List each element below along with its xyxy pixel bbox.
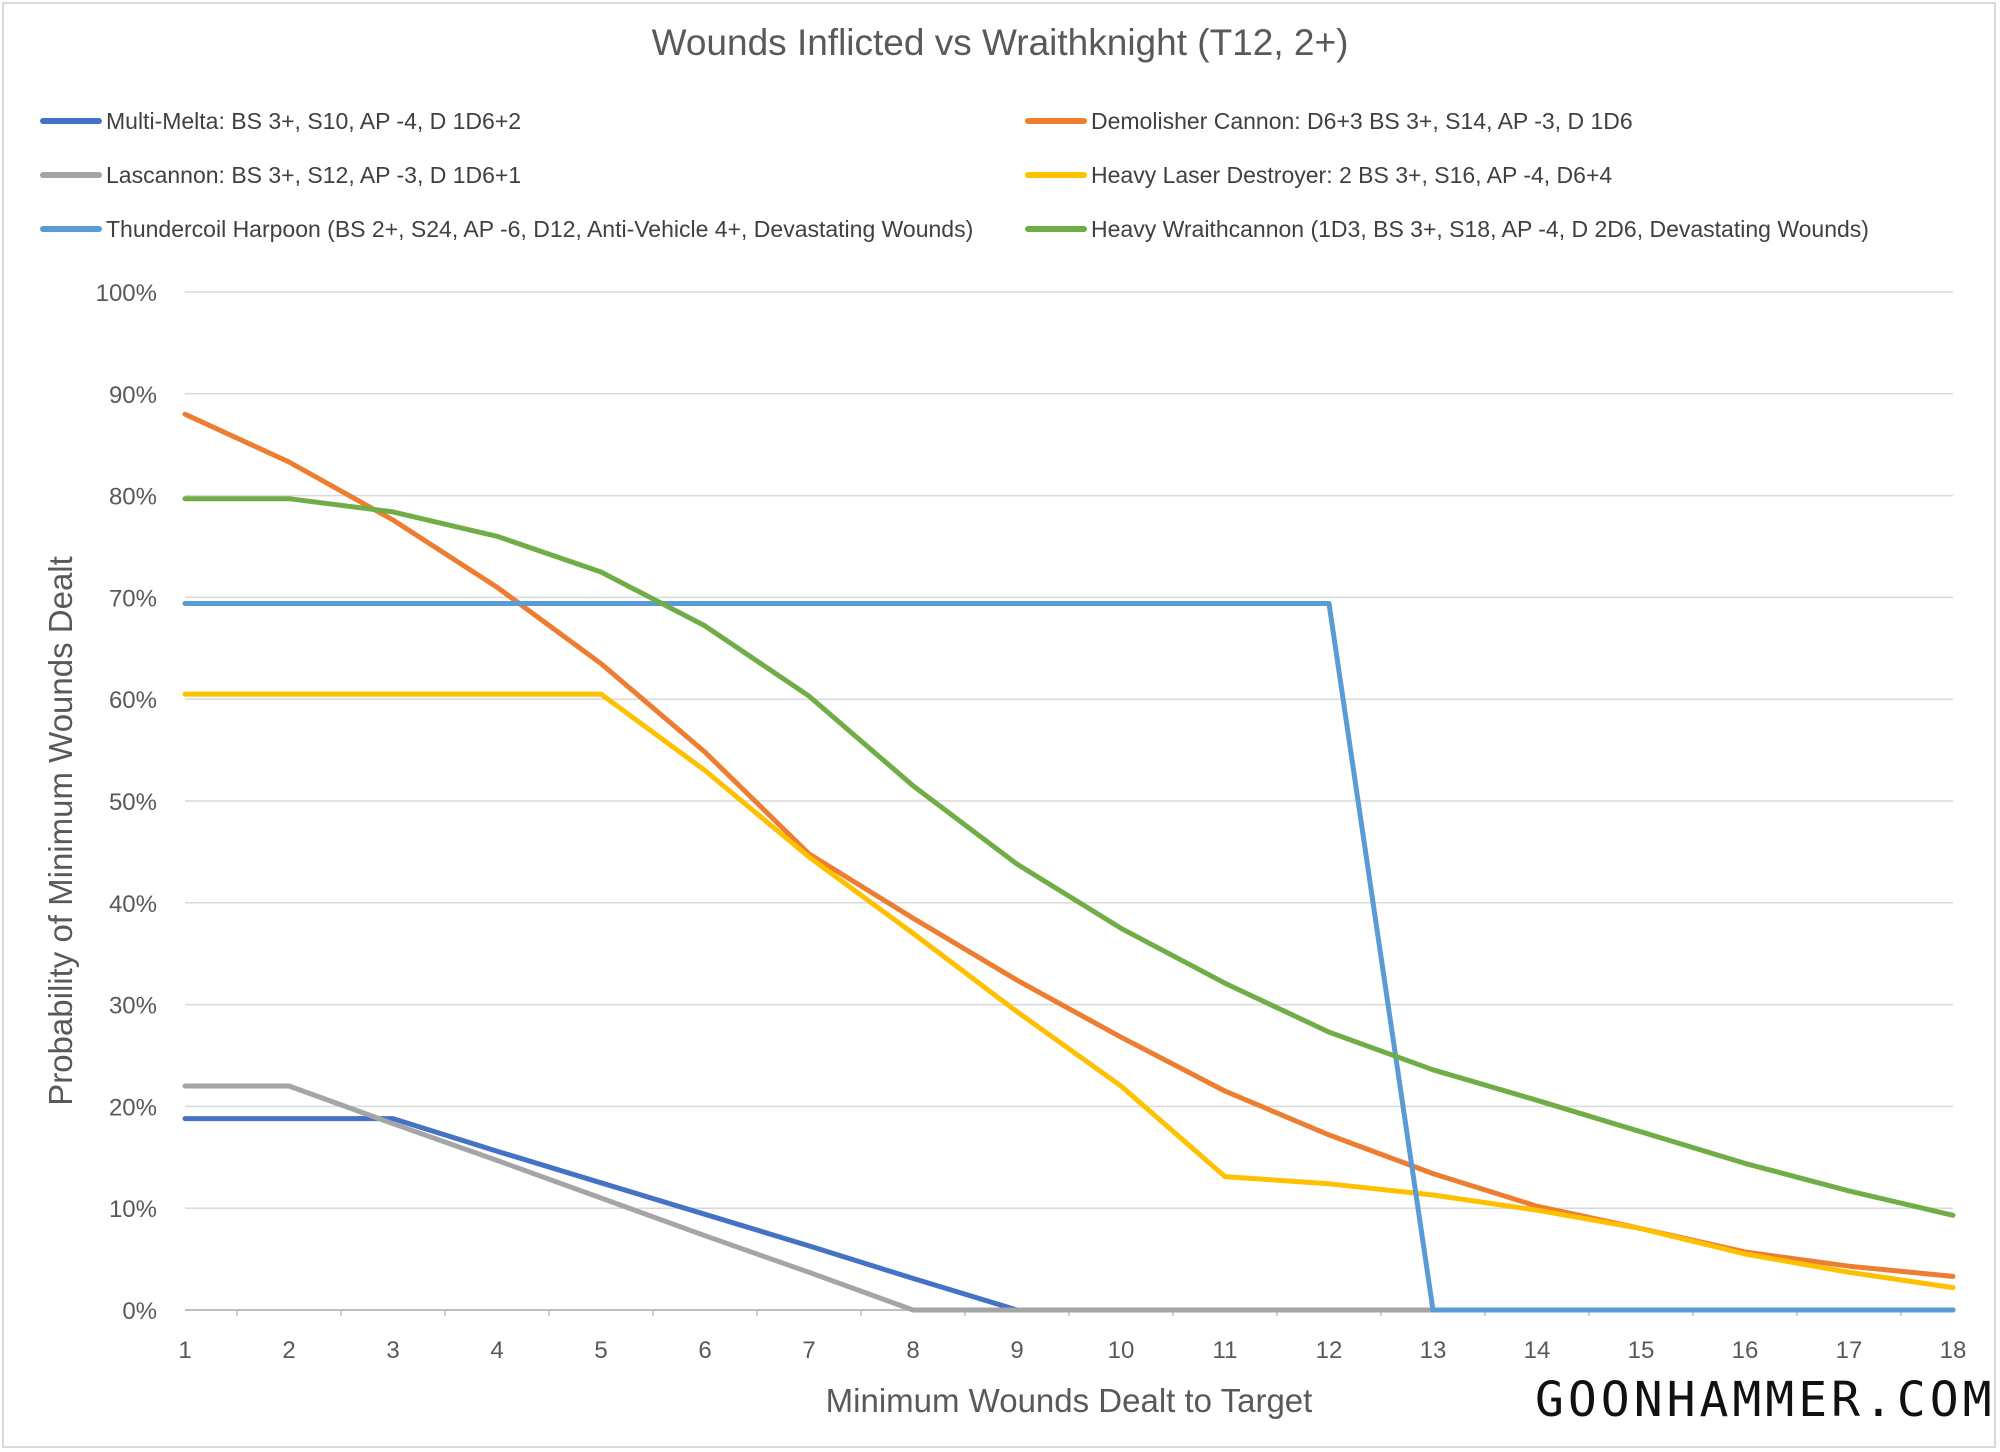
y-tick-label: 0%: [122, 1298, 157, 1325]
x-tick-label: 4: [490, 1337, 503, 1364]
series-line-2: [182, 1083, 1956, 1313]
x-tick-label: 2: [282, 1337, 295, 1364]
y-tick-label: 100%: [96, 280, 157, 307]
goonhammer-watermark: GOONHAMMER.COM: [1535, 1372, 1996, 1428]
x-tick-label: 16: [1732, 1337, 1759, 1364]
y-tick-label: 40%: [109, 891, 157, 918]
legend-item-thundercoil-harpoon: Thundercoil Harpoon (BS 2+, S24, AP -6, …: [40, 214, 973, 244]
legend-label-heavy-wraithcannon: Heavy Wraithcannon (1D3, BS 3+, S18, AP …: [1091, 215, 1869, 242]
series-line-4: [182, 601, 1956, 1313]
x-tick-label: 3: [386, 1337, 399, 1364]
y-tick-label: 20%: [109, 1094, 157, 1121]
y-tick-label: 70%: [109, 585, 157, 612]
x-tick-label: 13: [1420, 1337, 1447, 1364]
x-tick-label: 12: [1316, 1337, 1343, 1364]
legend-item-multi-melta: Multi-Melta: BS 3+, S10, AP -4, D 1D6+2: [40, 106, 521, 136]
x-tick-label: 11: [1213, 1337, 1238, 1364]
chart-title: Wounds Inflicted vs Wraithknight (T12, 2…: [651, 22, 1349, 63]
legend-swatch-heavy-wraithcannon: [1025, 226, 1087, 232]
y-tick-label: 80%: [109, 484, 157, 511]
x-tick-label: 15: [1628, 1337, 1655, 1364]
y-tick-label: 30%: [109, 993, 157, 1020]
series-line-5: [182, 496, 1956, 1218]
x-tick-label: 6: [698, 1337, 711, 1364]
y-axis-title: Probability of Minimum Wounds Dealt: [42, 556, 79, 1106]
legend-label-heavy-laser-destroyer: Heavy Laser Destroyer: 2 BS 3+, S16, AP …: [1091, 161, 1613, 188]
legend-item-demolisher-cannon: Demolisher Cannon: D6+3 BS 3+, S14, AP -…: [1025, 106, 1633, 136]
y-tick-label: 50%: [109, 789, 157, 816]
y-tick-label: 90%: [109, 382, 157, 409]
legend-item-heavy-wraithcannon: Heavy Wraithcannon (1D3, BS 3+, S18, AP …: [1025, 214, 1869, 244]
legend-swatch-lascannon: [40, 172, 102, 178]
legend-label-multi-melta: Multi-Melta: BS 3+, S10, AP -4, D 1D6+2: [106, 107, 522, 134]
legend-label-demolisher-cannon: Demolisher Cannon: D6+3 BS 3+, S14, AP -…: [1091, 107, 1633, 134]
legend-swatch-demolisher-cannon: [1025, 118, 1087, 124]
x-tick-label: 14: [1524, 1337, 1551, 1364]
x-tick-label: 5: [594, 1337, 607, 1364]
x-tick-label: 18: [1940, 1337, 1967, 1364]
legend-swatch-multi-melta: [40, 118, 102, 124]
x-tick-label: 10: [1108, 1337, 1135, 1364]
legend-swatch-heavy-laser-destroyer: [1025, 172, 1087, 178]
x-tick-label: 17: [1836, 1337, 1863, 1364]
legend-swatch-thundercoil-harpoon: [40, 226, 102, 232]
legend-item-lascannon: Lascannon: BS 3+, S12, AP -3, D 1D6+1: [40, 160, 521, 190]
legend-label-lascannon: Lascannon: BS 3+, S12, AP -3, D 1D6+1: [106, 161, 522, 188]
y-tick-label: 60%: [109, 687, 157, 714]
legend-label-thundercoil-harpoon: Thundercoil Harpoon (BS 2+, S24, AP -6, …: [106, 215, 974, 242]
x-axis-title: Minimum Wounds Dealt to Target: [826, 1382, 1313, 1419]
x-tick-label: 7: [802, 1337, 815, 1364]
y-tick-label: 10%: [109, 1196, 157, 1223]
x-tick-label: 1: [178, 1337, 191, 1364]
legend-item-heavy-laser-destroyer: Heavy Laser Destroyer: 2 BS 3+, S16, AP …: [1025, 160, 1612, 190]
x-tick-label: 8: [906, 1337, 919, 1364]
series-line-3: [182, 691, 1956, 1291]
x-tick-label: 9: [1010, 1337, 1023, 1364]
